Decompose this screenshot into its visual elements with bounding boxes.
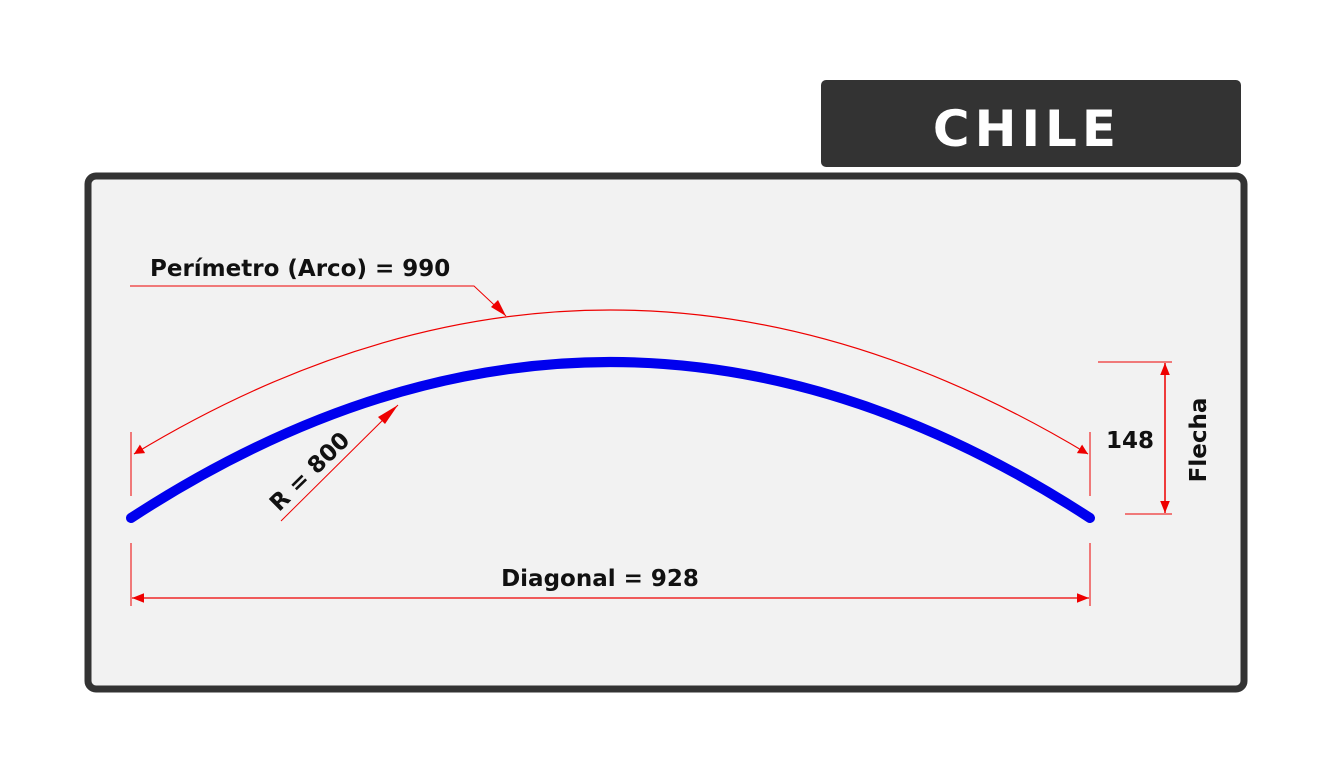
perimeter-label: Perímetro (Arco) = 990 bbox=[150, 256, 450, 282]
country-header: CHILE bbox=[821, 80, 1241, 167]
header-background bbox=[821, 80, 1241, 167]
radius-leader bbox=[280, 404, 399, 522]
sagitta-dimension: 148 Flecha bbox=[1098, 361, 1212, 515]
perimeter-leader-arrow bbox=[491, 300, 506, 316]
sagitta-value: 148 bbox=[1106, 428, 1154, 454]
country-title: CHILE bbox=[933, 100, 1121, 158]
radius-leader-arrow bbox=[378, 405, 398, 424]
diagonal-label: Diagonal = 928 bbox=[501, 566, 699, 592]
diagram-panel bbox=[84, 172, 1248, 693]
perimeter-dimension-arc bbox=[133, 309, 1089, 455]
sagitta-label: Flecha bbox=[1186, 398, 1212, 483]
diagonal-dimension: Diagonal = 928 bbox=[130, 543, 1091, 606]
perimeter-dimension: Perímetro (Arco) = 990 bbox=[130, 256, 1091, 496]
arc-curve bbox=[126, 357, 1095, 523]
